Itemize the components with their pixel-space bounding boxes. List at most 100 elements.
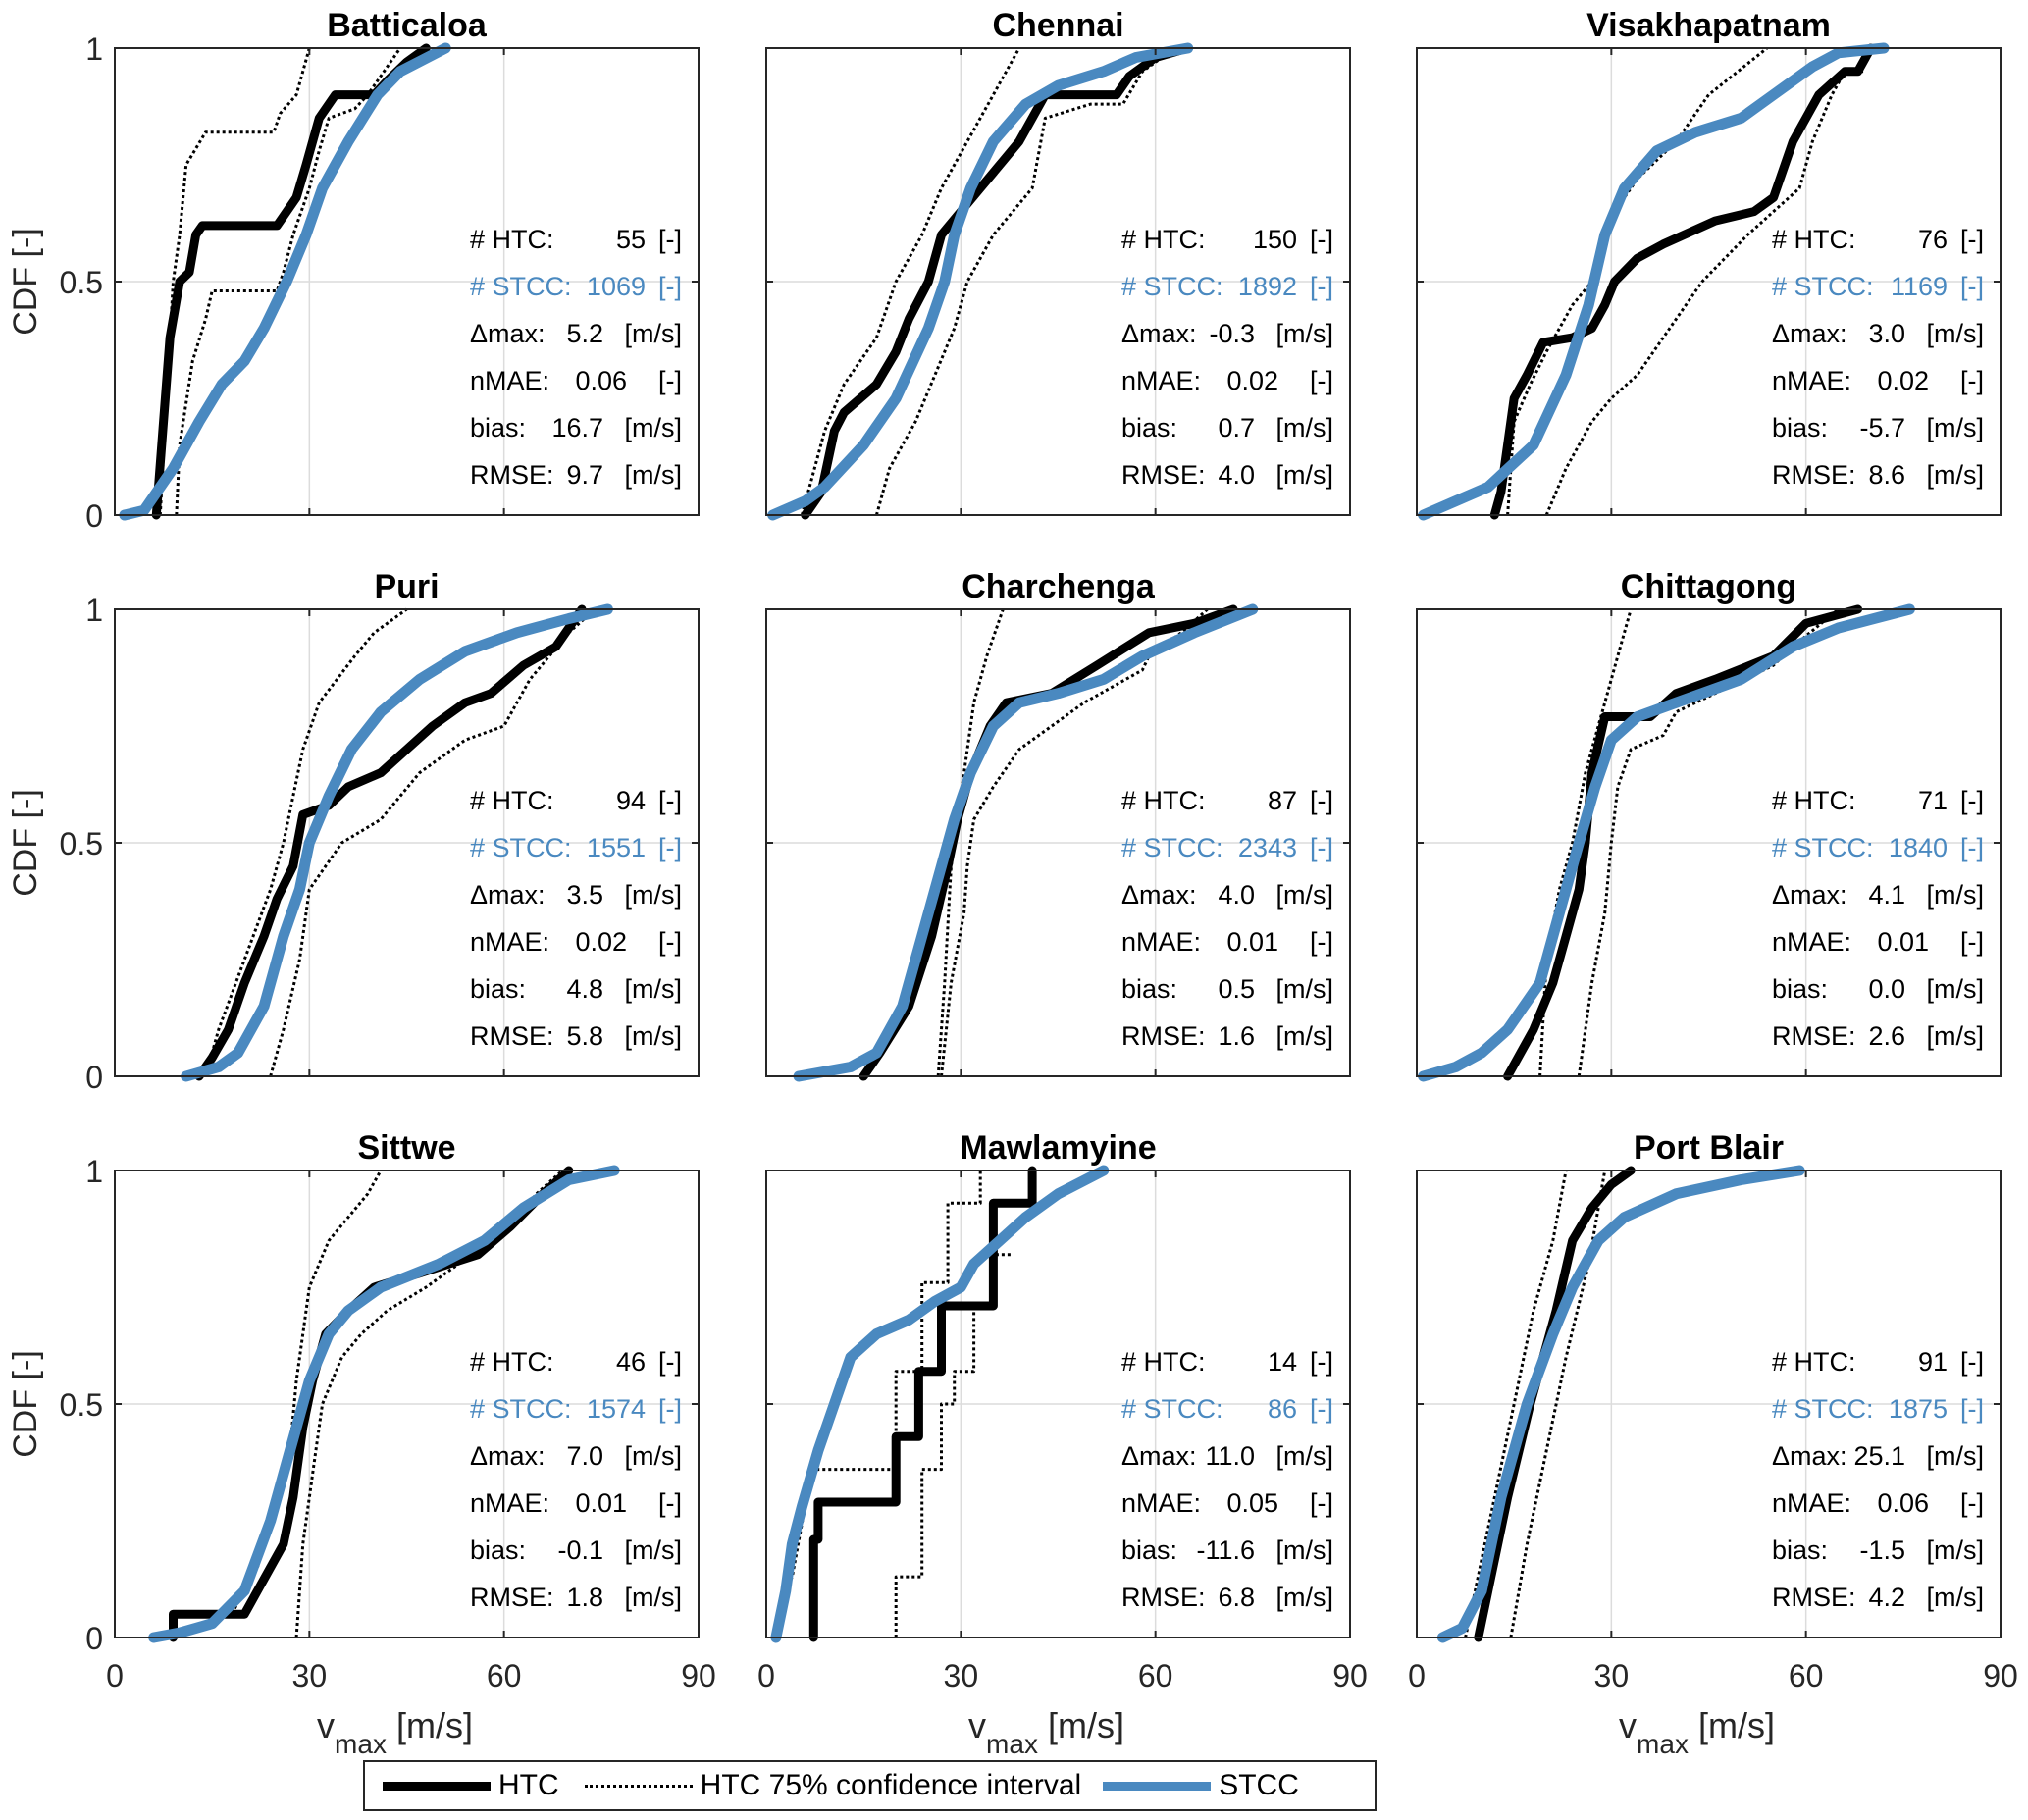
stat-value-rmse: 4.0: [1218, 460, 1255, 490]
stat-unit-dmax: [m/s]: [1927, 319, 1985, 348]
series-ci-upper: [800, 47, 1021, 516]
stat-value-n_stcc: 1574: [587, 1394, 646, 1424]
subplot-charchenga: Charchenga # HTC: [-] 87 # STCC: [-] 2343 Δmax:…: [765, 568, 1351, 1082]
stat-value-nmae: 0.02: [1877, 366, 1929, 395]
series-stcc: [119, 42, 451, 521]
series-ci-lower: [175, 47, 402, 516]
stat-unit-bias: [m/s]: [1927, 413, 1985, 442]
series-htc: [1489, 43, 1876, 520]
stat-unit-nmae: [-]: [1310, 366, 1333, 395]
series-htc: [801, 43, 1193, 520]
legend: HTC HTC 75% confidence interval STCC: [363, 1760, 1377, 1811]
stat-label-dmax: Δmax:: [1772, 319, 1847, 348]
stat-value-n_stcc: 1069: [587, 272, 646, 301]
stat-unit-rmse: [m/s]: [1276, 1021, 1334, 1051]
stat-value-bias: -11.6: [1196, 1535, 1255, 1565]
stat-unit-bias: [m/s]: [625, 413, 683, 442]
stat-unit-bias: [m/s]: [1276, 1535, 1334, 1565]
stat-label-nmae: nMAE:: [1121, 366, 1201, 395]
stat-label-dmax: Δmax:: [1121, 319, 1197, 348]
stat-value-bias: 0.0: [1868, 974, 1905, 1004]
stat-value-n_stcc: 1169: [1891, 272, 1948, 301]
stat-label-n_stcc: # STCC:: [1121, 1394, 1223, 1424]
stat-unit-n_stcc: [-]: [1310, 1394, 1333, 1424]
stat-value-nmae: 0.01: [1877, 927, 1929, 957]
x-label-unit: [m/s]: [1689, 1705, 1775, 1745]
series-group: [770, 1165, 1110, 1643]
y-tick-label: 0.5: [60, 265, 103, 300]
subplot-title: Port Blair: [1634, 1129, 1784, 1167]
x-tick-label: 90: [1332, 1658, 1368, 1693]
stat-unit-rmse: [m/s]: [1927, 1583, 1985, 1612]
stat-label-bias: bias:: [1772, 1535, 1828, 1565]
stat-label-bias: bias:: [470, 974, 526, 1004]
x-axis-label: vmax [m/s]: [1619, 1705, 1775, 1759]
stat-label-dmax: Δmax:: [470, 1441, 546, 1471]
series-ci-lower: [1544, 70, 1865, 516]
series-group: [793, 603, 1259, 1082]
series-ci-upper: [1538, 608, 1633, 1077]
stat-label-rmse: RMSE:: [1121, 1583, 1206, 1612]
stat-value-n_stcc: 1875: [1889, 1394, 1948, 1424]
stat-unit-rmse: [m/s]: [625, 460, 683, 490]
stat-unit-n_htc: [-]: [1960, 1347, 1984, 1377]
series-htc: [1474, 1166, 1636, 1642]
stat-value-n_stcc: 1892: [1238, 272, 1297, 301]
stat-label-n_stcc: # STCC:: [470, 1394, 572, 1424]
stat-value-rmse: 1.8: [566, 1583, 603, 1612]
stat-label-nmae: nMAE:: [470, 366, 549, 395]
stat-unit-nmae: [-]: [1960, 366, 1984, 395]
stat-unit-rmse: [m/s]: [1927, 460, 1985, 490]
series-ci-upper: [158, 47, 311, 516]
stat-label-nmae: nMAE:: [1772, 366, 1851, 395]
series-ci-lower: [269, 607, 597, 1077]
stat-value-rmse: 4.2: [1868, 1583, 1905, 1612]
stat-value-rmse: 2.6: [1868, 1021, 1905, 1051]
stat-unit-n_htc: [-]: [1310, 786, 1333, 815]
stat-unit-dmax: [m/s]: [1276, 1441, 1334, 1471]
stat-unit-dmax: [m/s]: [1927, 880, 1985, 910]
legend-label-htc: HTC: [498, 1769, 559, 1801]
stat-unit-nmae: [-]: [658, 366, 682, 395]
x-tick-label: 90: [1983, 1658, 2018, 1693]
series-group: [148, 1165, 620, 1643]
x-tick-label: 90: [681, 1658, 716, 1693]
stat-label-nmae: nMAE:: [1121, 927, 1201, 957]
stat-value-dmax: 4.0: [1218, 880, 1255, 910]
stat-label-n_htc: # HTC:: [1772, 786, 1856, 815]
stat-label-n_htc: # HTC:: [1772, 1347, 1856, 1377]
stat-value-n_stcc: 86: [1268, 1394, 1297, 1424]
subplot-puri: Puri 0 0.5 1 CDF [-] # HTC: [-] 94 # STCC: [-] 155…: [7, 568, 700, 1095]
stat-unit-n_stcc: [-]: [1310, 272, 1333, 301]
stat-unit-rmse: [m/s]: [1276, 1583, 1334, 1612]
stat-label-n_stcc: # STCC:: [1772, 272, 1874, 301]
series-group: [1418, 603, 1915, 1082]
series-group: [1436, 1165, 1805, 1643]
stat-label-bias: bias:: [470, 413, 526, 442]
stat-unit-bias: [m/s]: [625, 974, 683, 1004]
stat-value-dmax: 3.5: [566, 880, 603, 910]
series-stcc: [793, 603, 1259, 1082]
stat-value-bias: 4.8: [566, 974, 603, 1004]
stat-label-bias: bias:: [1772, 974, 1828, 1004]
series-group: [1418, 42, 1890, 521]
series-ci-upper: [936, 608, 1005, 1077]
series-stcc: [148, 1165, 620, 1643]
subplot-mawlamyine: Mawlamyine 0 30 60 90 vmax [m/s] # HTC: [-] 14 # …: [757, 1129, 1368, 1759]
stat-label-n_htc: # HTC:: [1121, 1347, 1206, 1377]
stat-unit-n_stcc: [-]: [658, 272, 682, 301]
stat-unit-rmse: [m/s]: [1276, 460, 1334, 490]
stat-unit-n_stcc: [-]: [658, 833, 682, 862]
x-axis-label: vmax [m/s]: [317, 1705, 473, 1759]
stat-value-nmae: 0.01: [1226, 927, 1278, 957]
legend-label-stcc: STCC: [1219, 1769, 1299, 1801]
stat-value-n_htc: 76: [1918, 225, 1948, 254]
stat-label-n_htc: # HTC:: [470, 1347, 554, 1377]
stat-label-n_htc: # HTC:: [1121, 786, 1206, 815]
series-stcc: [1436, 1165, 1805, 1643]
series-htc: [808, 1166, 1037, 1642]
x-tick-label: 60: [1138, 1658, 1173, 1693]
x-label-var: v: [968, 1705, 986, 1745]
x-tick-label: 0: [1408, 1658, 1426, 1693]
subplot-port-blair: Port Blair 0 30 60 90 vmax [m/s] # HTC: [-] 91 # …: [1408, 1129, 2018, 1759]
